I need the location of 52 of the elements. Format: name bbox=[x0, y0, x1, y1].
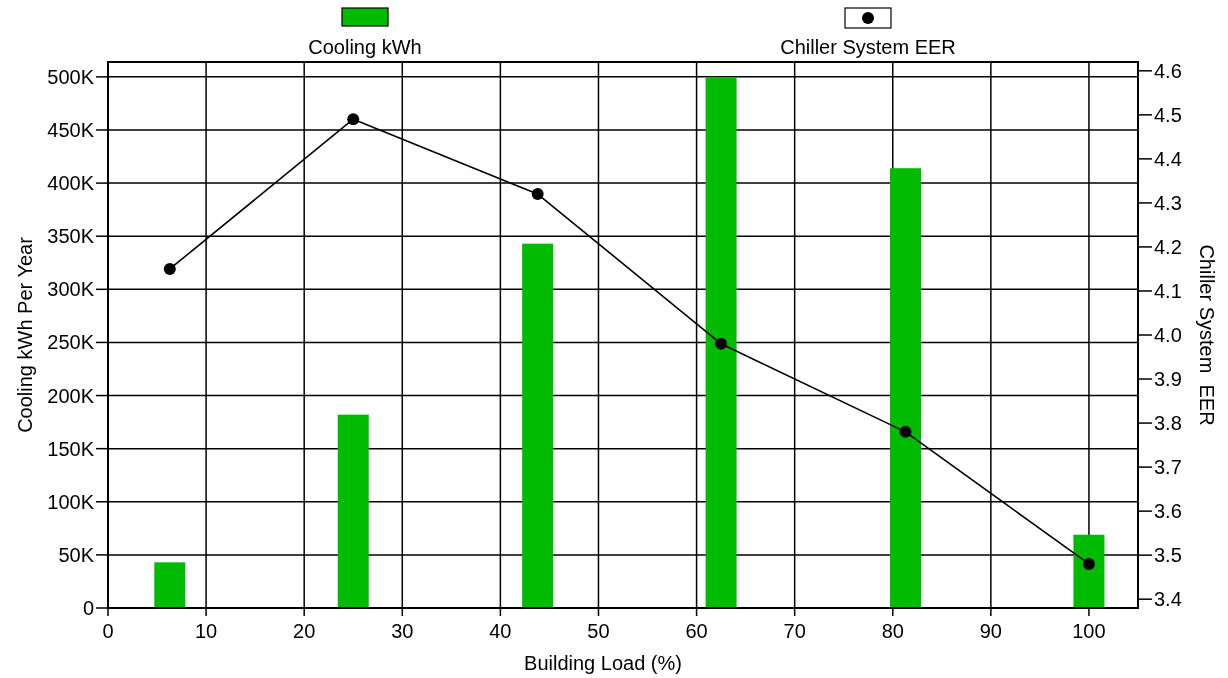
y-tick-label: 500K bbox=[47, 65, 95, 88]
y2-tick-label: 4.2 bbox=[1154, 235, 1182, 258]
point bbox=[163, 262, 176, 275]
x-tick-label: 70 bbox=[783, 620, 806, 642]
y-tick-label: 350K bbox=[47, 225, 95, 248]
point bbox=[715, 337, 728, 350]
bar bbox=[1073, 534, 1105, 608]
y-tick-label: 200K bbox=[47, 384, 95, 407]
point bbox=[1082, 557, 1095, 570]
y2-tick-label: 3.7 bbox=[1154, 456, 1182, 479]
x-tick-label: 60 bbox=[685, 620, 708, 642]
point bbox=[531, 188, 544, 201]
y2-tick-label: 4.3 bbox=[1154, 191, 1182, 214]
y-tick-label: 450K bbox=[47, 118, 95, 141]
y2-tick-label: 3.4 bbox=[1154, 588, 1182, 611]
x-tick-label: 100 bbox=[1072, 620, 1106, 642]
point bbox=[347, 113, 360, 126]
x-tick-label: 40 bbox=[489, 620, 512, 642]
x-tick-label: 90 bbox=[979, 620, 1002, 642]
y-tick-label: 150K bbox=[47, 437, 95, 460]
x-tick-label: 50 bbox=[587, 620, 610, 642]
bar bbox=[890, 168, 922, 608]
point bbox=[899, 425, 912, 438]
y-tick-label: 250K bbox=[47, 331, 95, 354]
y-axis-title: Cooling kWh Per Year bbox=[14, 236, 36, 433]
x-tick-label: 30 bbox=[391, 620, 414, 642]
y2-tick-label: 3.9 bbox=[1154, 368, 1182, 391]
y2-tick-label: 4.4 bbox=[1154, 147, 1182, 170]
y-tick-label: 100K bbox=[47, 490, 95, 513]
bar bbox=[705, 76, 737, 608]
y-tick-label: 50K bbox=[58, 543, 95, 566]
y-tick-label: 400K bbox=[47, 172, 95, 195]
bar bbox=[154, 562, 186, 608]
x-tick-label: 0 bbox=[102, 620, 114, 642]
x-tick-label: 20 bbox=[293, 620, 316, 642]
legend-label: Chiller System EER bbox=[780, 36, 956, 58]
legend-label: Cooling kWh bbox=[308, 36, 422, 58]
y2-tick-label: 3.6 bbox=[1154, 500, 1182, 523]
bar bbox=[337, 414, 369, 608]
y2-tick-label: 4.5 bbox=[1154, 103, 1182, 126]
y2-tick-label: 4.6 bbox=[1154, 59, 1182, 82]
y-tick-label: 0 bbox=[82, 597, 94, 619]
x-tick-label: 80 bbox=[881, 620, 904, 642]
bar bbox=[522, 243, 554, 608]
x-tick-label: 10 bbox=[194, 620, 218, 642]
y2-axis-title: Chiller System EER bbox=[1196, 244, 1218, 426]
y2-tick-label: 4.0 bbox=[1154, 324, 1182, 346]
y-tick-label: 300K bbox=[47, 278, 95, 301]
y2-tick-label: 3.5 bbox=[1154, 544, 1182, 567]
y2-tick-label: 4.1 bbox=[1154, 279, 1182, 302]
x-axis-title: Building Load (%) bbox=[524, 652, 682, 674]
y2-tick-label: 3.8 bbox=[1154, 412, 1182, 435]
